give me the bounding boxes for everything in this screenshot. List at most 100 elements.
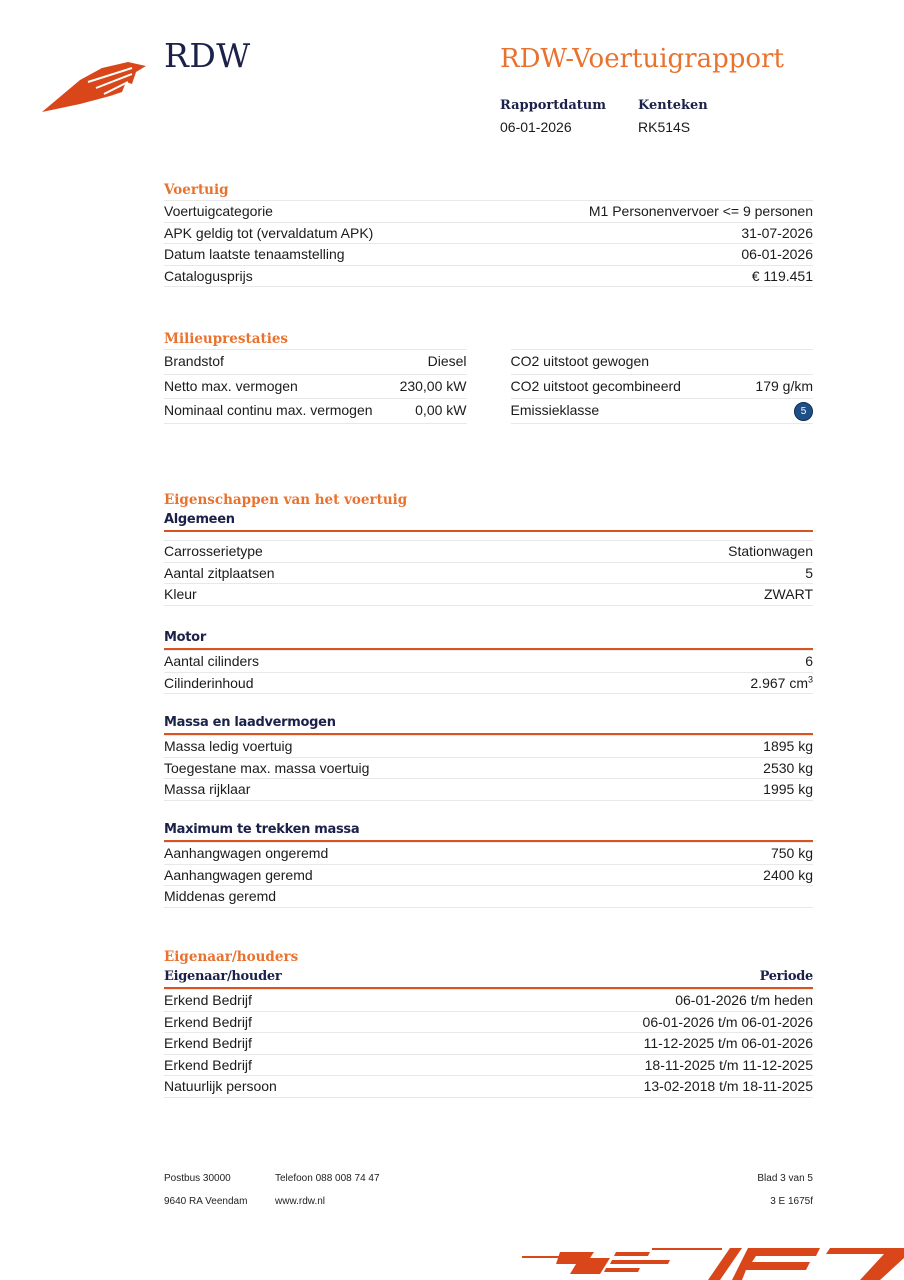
- value-text: 5: [805, 564, 813, 581]
- table-row: CO2 uitstoot gecombineerd 179 g/km: [510, 373, 813, 399]
- section-massa: Massa en laadvermogen Massa ledig voertu…: [164, 713, 813, 801]
- table-row: Toegestane max. massa voertuig 2530 kg: [164, 756, 813, 779]
- row-value: 230,00 kW: [400, 375, 467, 399]
- row-label: Voertuigcategorie: [164, 203, 273, 219]
- col-period: Periode: [759, 969, 814, 984]
- value-text: 18-11-2025 t/m 11-12-2025: [644, 1056, 813, 1073]
- value-text: 750 kg: [770, 845, 813, 861]
- row-label: Cilinderinhoud: [164, 674, 254, 691]
- value-text: 1895 kg: [763, 738, 813, 754]
- row-value: 750 kg: [771, 843, 813, 864]
- footer-page: Blad 3 van 5: [757, 1173, 813, 1184]
- table-row: Catalogusprijs € 119.451: [164, 264, 813, 287]
- row-label: Catalogusprijs: [164, 267, 253, 284]
- row-value: 1995 kg: [763, 779, 813, 800]
- row-value: 18-11-2025 t/m 11-12-2025: [645, 1055, 813, 1076]
- value-text: Diesel: [427, 353, 467, 369]
- section-motor: Motor Aantal cilinders 6 Cilinderinhoud 2.9…: [164, 628, 813, 694]
- footer-address1: Postbus 30000: [164, 1173, 231, 1184]
- report-title: RDW-Voertuigrapport: [500, 44, 784, 74]
- value-text: 06-01-2026 t/m 06-01-2026: [642, 1013, 813, 1030]
- subsection-title: Massa en laadvermogen: [164, 713, 813, 735]
- table-row: Datum laatste tenaamstelling 06-01-2026: [164, 243, 813, 265]
- footer-website[interactable]: www.rdw.nl: [275, 1196, 326, 1207]
- value-text: 31-07-2026: [741, 224, 813, 241]
- row-label: APK geldig tot (vervaldatum APK): [164, 224, 374, 241]
- row-label: Carrosserietype: [164, 543, 263, 559]
- row-value: 2.967 cm3: [750, 673, 813, 694]
- row-value: 06-01-2026: [741, 244, 813, 265]
- value-text: Stationwagen: [728, 543, 813, 559]
- unit-superscript: 3: [807, 673, 813, 684]
- section-eigenaar: Eigenaar/houders Eigenaar/houder Periode…: [164, 947, 813, 1098]
- row-label: Netto max. vermogen: [164, 377, 298, 394]
- row-value: 5: [794, 399, 813, 423]
- row-value: 2400 kg: [763, 865, 813, 886]
- footer-address2: 9640 RA Veendam: [164, 1196, 248, 1207]
- table-row: Carrosserietype Stationwagen: [164, 540, 813, 562]
- table-row: CO2 uitstoot gewogen: [510, 349, 813, 374]
- table-row: Massa ledig voertuig 1895 kg: [164, 735, 813, 757]
- table-row: Cilinderinhoud 2.967 cm3: [164, 671, 813, 694]
- row-label: CO2 uitstoot gecombineerd: [510, 377, 681, 394]
- section-title: Eigenaar/houders: [164, 949, 299, 965]
- section-title: Milieuprestaties: [164, 331, 289, 347]
- row-label: Toegestane max. massa voertuig: [164, 759, 370, 776]
- row-value: ZWART: [764, 584, 813, 605]
- section-eigenschappen: Eigenschappen van het voertuig Algemeen …: [164, 490, 813, 606]
- row-value: 6: [805, 651, 813, 672]
- table-row: APK geldig tot (vervaldatum APK) 31-07-20…: [164, 221, 813, 244]
- row-label: Aantal zitplaatsen: [164, 564, 275, 581]
- row-label: Brandstof: [164, 353, 224, 369]
- value-text: 2.967 cm: [750, 674, 808, 691]
- row-label: Aanhangwagen geremd: [164, 866, 313, 883]
- subsection-title: Maximum te trekken massa: [164, 820, 813, 842]
- rdw-stripes-logo-icon: [522, 1248, 904, 1280]
- row-value: 0,00 kW: [415, 399, 466, 423]
- report-date-label: Rapportdatum: [500, 98, 606, 113]
- row-value: 2530 kg: [763, 758, 813, 779]
- section-title: Voertuig: [164, 182, 229, 198]
- row-value: M1 Personenvervoer <= 9 personen: [589, 201, 813, 222]
- row-value: Stationwagen: [728, 541, 813, 562]
- report-date: 06-01-2026: [500, 119, 572, 135]
- emission-class-badge: 5: [794, 401, 813, 421]
- value-text: 2530 kg: [763, 759, 813, 776]
- section-title: Eigenschappen van het voertuig: [164, 492, 408, 508]
- value-text: 230,00 kW: [399, 377, 467, 394]
- table-row: Nominaal continu max. vermogen 0,00 kW: [164, 398, 467, 424]
- row-value: 5: [805, 563, 813, 584]
- value-text: 11-12-2025 t/m 06-01-2026: [643, 1035, 813, 1051]
- value-text: ZWART: [764, 586, 813, 602]
- row-label: Aanhangwagen ongeremd: [164, 845, 329, 861]
- row-label: Erkend Bedrijf: [164, 1035, 252, 1051]
- plate-number: RK514S: [638, 119, 691, 135]
- subsection-title: Motor: [164, 628, 813, 650]
- col-owner: Eigenaar/houder: [164, 969, 282, 984]
- value-text: 06-01-2026 t/m heden: [675, 992, 813, 1008]
- footer-phone: Telefoon 088 008 74 47: [275, 1173, 380, 1184]
- row-value: 31-07-2026: [741, 223, 813, 244]
- row-label: Erkend Bedrijf: [164, 1013, 252, 1030]
- row-label: Kleur: [164, 586, 197, 602]
- row-value: 1895 kg: [763, 736, 813, 757]
- table-row: Aanhangwagen ongeremd 750 kg: [164, 842, 813, 864]
- rdw-feather-logo-icon: [42, 62, 146, 112]
- table-row: Massa rijklaar 1995 kg: [164, 778, 813, 801]
- section-voertuig: Voertuig Voertuigcategorie M1 Personenver…: [164, 180, 813, 287]
- row-label: Erkend Bedrijf: [164, 1056, 252, 1073]
- value-text: 13-02-2018 t/m 18-11-2025: [643, 1078, 813, 1094]
- table-row: Aantal zitplaatsen 5: [164, 561, 813, 584]
- rdw-logo-text: RDW: [164, 36, 251, 75]
- table-row: Kleur ZWART: [164, 583, 813, 606]
- row-label: Emissieklasse: [510, 402, 600, 418]
- subsection-title: Algemeen: [164, 510, 813, 532]
- value-text: M1 Personenvervoer <= 9 personen: [588, 203, 813, 219]
- row-value: Diesel: [428, 350, 467, 374]
- row-label: Natuurlijk persoon: [164, 1078, 277, 1094]
- value-text: 1995 kg: [763, 781, 813, 797]
- table-row: Emissieklasse 5: [510, 398, 813, 424]
- row-value: 06-01-2026 t/m heden: [675, 990, 813, 1011]
- row-label: Massa ledig voertuig: [164, 738, 293, 754]
